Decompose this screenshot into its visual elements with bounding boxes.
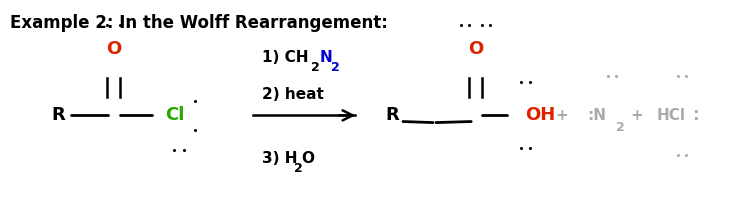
Text: Example 2: In the Wolff Rearrangement:: Example 2: In the Wolff Rearrangement: bbox=[10, 14, 388, 32]
Text: R: R bbox=[386, 106, 399, 124]
Text: O: O bbox=[302, 151, 315, 166]
Text: 2: 2 bbox=[294, 162, 302, 176]
Text: O: O bbox=[106, 40, 121, 59]
Text: +: + bbox=[631, 108, 644, 123]
Text: 3) H: 3) H bbox=[262, 151, 297, 166]
Text: 2) heat: 2) heat bbox=[262, 87, 324, 102]
Text: +: + bbox=[555, 108, 568, 123]
Text: N: N bbox=[319, 50, 332, 65]
Text: O: O bbox=[468, 40, 483, 59]
Text: OH: OH bbox=[525, 106, 555, 124]
Text: 2: 2 bbox=[616, 121, 625, 134]
Text: 2: 2 bbox=[311, 61, 320, 75]
Text: 1) CH: 1) CH bbox=[262, 50, 308, 65]
Text: R: R bbox=[52, 106, 65, 124]
Text: :N: :N bbox=[587, 108, 606, 123]
Text: :: : bbox=[692, 106, 699, 124]
Text: 2: 2 bbox=[331, 61, 340, 75]
Text: HCl: HCl bbox=[657, 108, 686, 123]
Text: Cl: Cl bbox=[165, 106, 184, 124]
